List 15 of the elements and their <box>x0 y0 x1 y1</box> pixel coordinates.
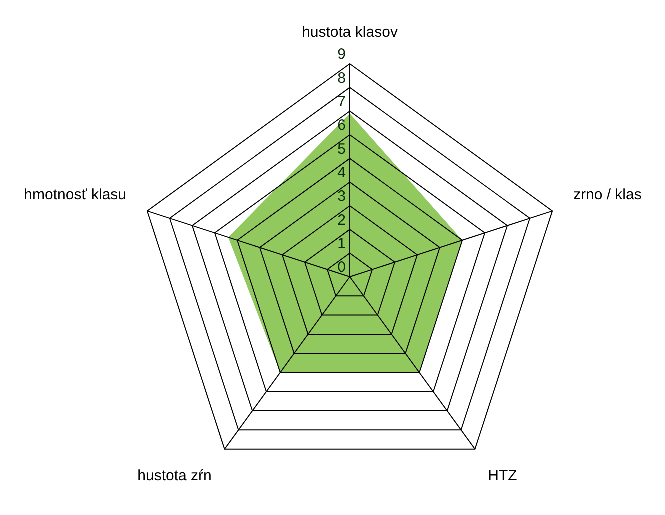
y-tick-label: 3 <box>338 188 346 206</box>
y-tick-label: 0 <box>338 259 346 276</box>
y-tick-label: 6 <box>338 117 346 134</box>
spoke-label: HTZ <box>488 467 518 484</box>
spoke-label: zrno / klas <box>574 186 642 204</box>
spoke-label: hmotnosť klasu <box>24 186 126 204</box>
y-tick-label: 7 <box>338 93 346 110</box>
y-tick-label: 5 <box>338 140 346 158</box>
y-tick-label: 4 <box>338 164 346 182</box>
y-tick-label: 2 <box>338 212 346 229</box>
spoke-label: hustota zŕn <box>138 467 212 484</box>
spoke-label: hustota klasov <box>302 24 398 42</box>
y-tick-label: 9 <box>338 46 346 64</box>
y-tick-label: 1 <box>338 235 346 252</box>
y-tick-label: 8 <box>338 70 346 87</box>
